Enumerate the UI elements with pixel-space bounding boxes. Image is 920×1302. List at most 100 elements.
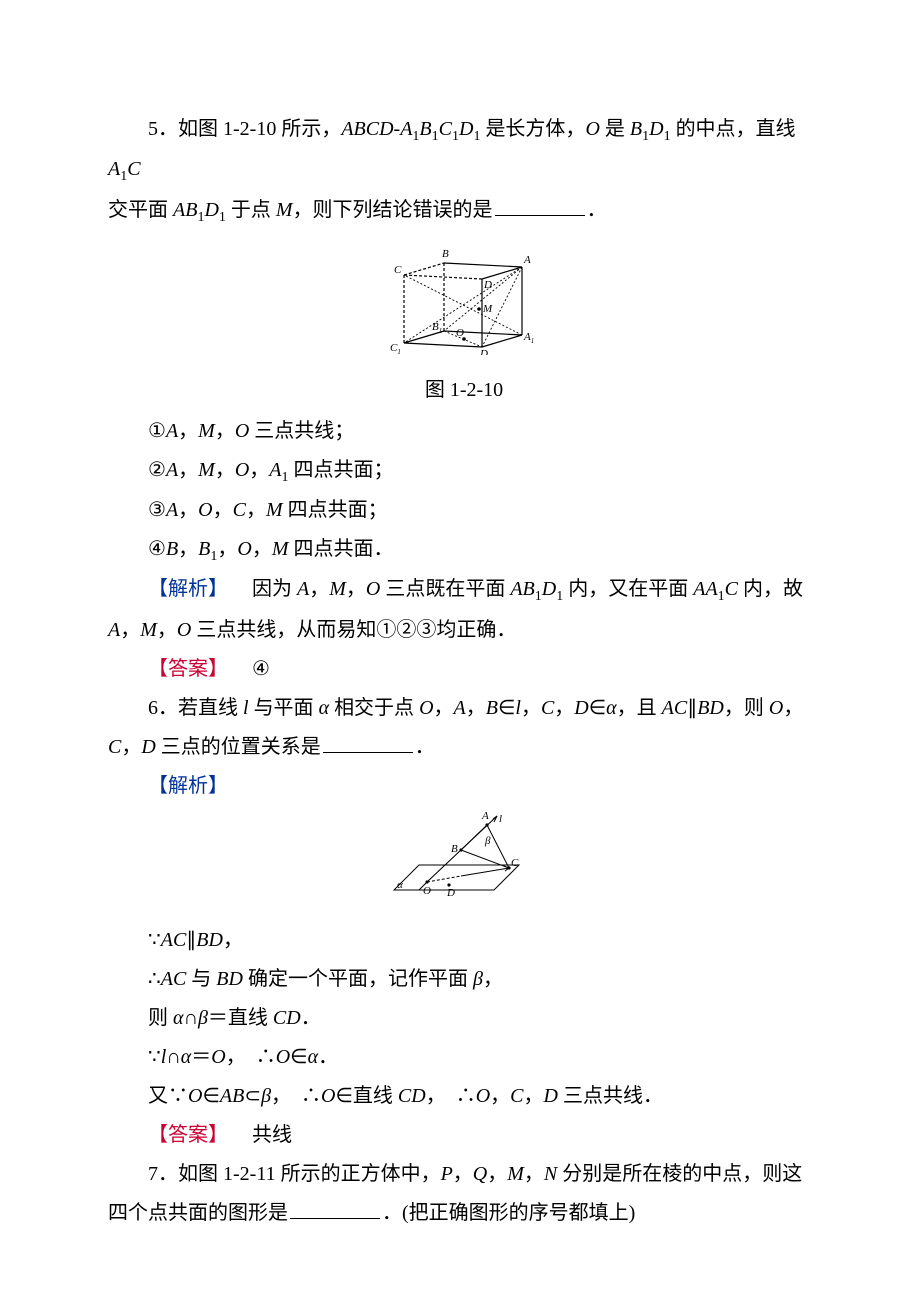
var: β [473, 968, 483, 990]
var: P [441, 1163, 453, 1185]
text: ， [453, 1163, 473, 1185]
var: α [173, 1007, 184, 1029]
label-alpha: α [397, 879, 403, 891]
var: O [235, 420, 249, 442]
figure-1-2-10: B A C D M B1 A1 C1 D1 O 图 1-2-10 [108, 235, 820, 410]
label-A1: A1 [523, 331, 534, 345]
text: ＝ [191, 1046, 211, 1068]
text: ， [178, 499, 198, 521]
var: O [211, 1046, 225, 1068]
q6-line2: C，D 三点的位置关系是． [108, 728, 820, 767]
figure-q6: A l β B C O D α [108, 810, 820, 919]
text: ， ∴ [271, 1085, 321, 1107]
var: M [329, 578, 346, 600]
page: 5．如图 1-2-10 所示，ABCD-A1B1C1D1 是长方体，O 是 B1… [0, 0, 920, 1293]
text: 三点共线． [558, 1085, 663, 1107]
text: ∵ [148, 1046, 161, 1068]
text: ， ∴ [226, 1046, 276, 1068]
var: BD [697, 697, 724, 719]
text: ∈ [498, 697, 515, 719]
text: 于点 [226, 199, 276, 221]
text: ∈直线 [336, 1085, 398, 1107]
text: ∴ [148, 968, 161, 990]
var: O [188, 1085, 202, 1107]
q7-line1: 7．如图 1-2-11 所示的正方体中，P，Q，M，N 分别是所在棱的中点，则这 [108, 1155, 820, 1194]
var: C [439, 118, 452, 140]
blank [290, 1200, 380, 1219]
text: ① [148, 420, 166, 442]
text: ， [215, 420, 235, 442]
q5-opt2: ②A，M，O，A1 四点共面； [108, 451, 820, 491]
var: C [233, 499, 246, 521]
q6-solution-label: 【解析】 [108, 767, 820, 806]
text: ． [587, 199, 607, 221]
label-C: C [511, 857, 519, 869]
var: C [108, 736, 121, 758]
label-D: D [446, 887, 455, 899]
text: ， [309, 578, 329, 600]
label-D: D [483, 279, 492, 291]
label-C1: C1 [390, 342, 401, 355]
q6-p4: ∵l∩α＝O， ∴O∈α． [108, 1038, 820, 1077]
q5-solution-line2: A，M，O 三点共线，从而易知①②③均正确． [108, 611, 820, 650]
q6-p1: ∵AC∥BD， [108, 921, 820, 960]
q5-opt1: ①A，M，O 三点共线； [108, 412, 820, 451]
text: ， [466, 697, 486, 719]
var: AB [173, 199, 197, 221]
var: D [141, 736, 155, 758]
text: 分别是所在棱的中点，则这 [557, 1163, 802, 1185]
var: O [769, 697, 783, 719]
var: O [237, 538, 251, 560]
text: ∈ [589, 697, 606, 719]
text: 三点共线； [249, 420, 354, 442]
q6-p2: ∴AC 与 BD 确定一个平面，记作平面 β， [108, 960, 820, 999]
var: M [507, 1163, 524, 1185]
q6-p5: 又∵O∈AB⊂β， ∴O∈直线 CD， ∴O，C，D 三点共线． [108, 1077, 820, 1116]
text: ∵ [148, 929, 161, 951]
text: ＝直线 [208, 1007, 273, 1029]
text: ， [487, 1163, 507, 1185]
text: 6．若直线 [148, 697, 243, 719]
var: Q [473, 1163, 487, 1185]
var: C [541, 697, 554, 719]
var: C [725, 578, 738, 600]
label-beta: β [484, 835, 491, 847]
var: AB [220, 1085, 244, 1107]
var: A [166, 499, 178, 521]
text: ∩ [166, 1046, 180, 1068]
var: α [606, 697, 617, 719]
text: ． [301, 1007, 321, 1029]
var: O [476, 1085, 490, 1107]
q5-solution-line1: 【解析】因为 A，M，O 三点既在平面 AB1D1 内，又在平面 AA1C 内，… [108, 570, 820, 610]
var: D [542, 578, 556, 600]
var: ABCD-A [341, 118, 412, 140]
text: ， [215, 459, 235, 481]
label-B1: B1 [432, 321, 442, 335]
var: M [276, 199, 293, 221]
blank [495, 197, 585, 216]
var: B [198, 538, 210, 560]
label-C: C [394, 264, 402, 276]
sub: 1 [452, 129, 459, 144]
text: ， [178, 459, 198, 481]
var: M [198, 420, 215, 442]
text: ， [783, 697, 803, 719]
var: D [204, 199, 218, 221]
var: N [544, 1163, 557, 1185]
text: ∈ [202, 1085, 219, 1107]
var: β [198, 1007, 208, 1029]
text: ∥ [687, 697, 697, 719]
var: AC [161, 968, 187, 990]
text: ， [521, 697, 541, 719]
text: ， [223, 929, 243, 951]
var: D [574, 697, 588, 719]
label-D1: D1 [479, 348, 491, 355]
label-B: B [442, 248, 449, 260]
var: AC [662, 697, 688, 719]
text: ． [415, 736, 435, 758]
text: 的中点，直线 [671, 118, 796, 140]
text: ， [554, 697, 574, 719]
text: ， [483, 968, 503, 990]
text: 三点的位置关系是 [156, 736, 321, 758]
text: ， [434, 697, 454, 719]
